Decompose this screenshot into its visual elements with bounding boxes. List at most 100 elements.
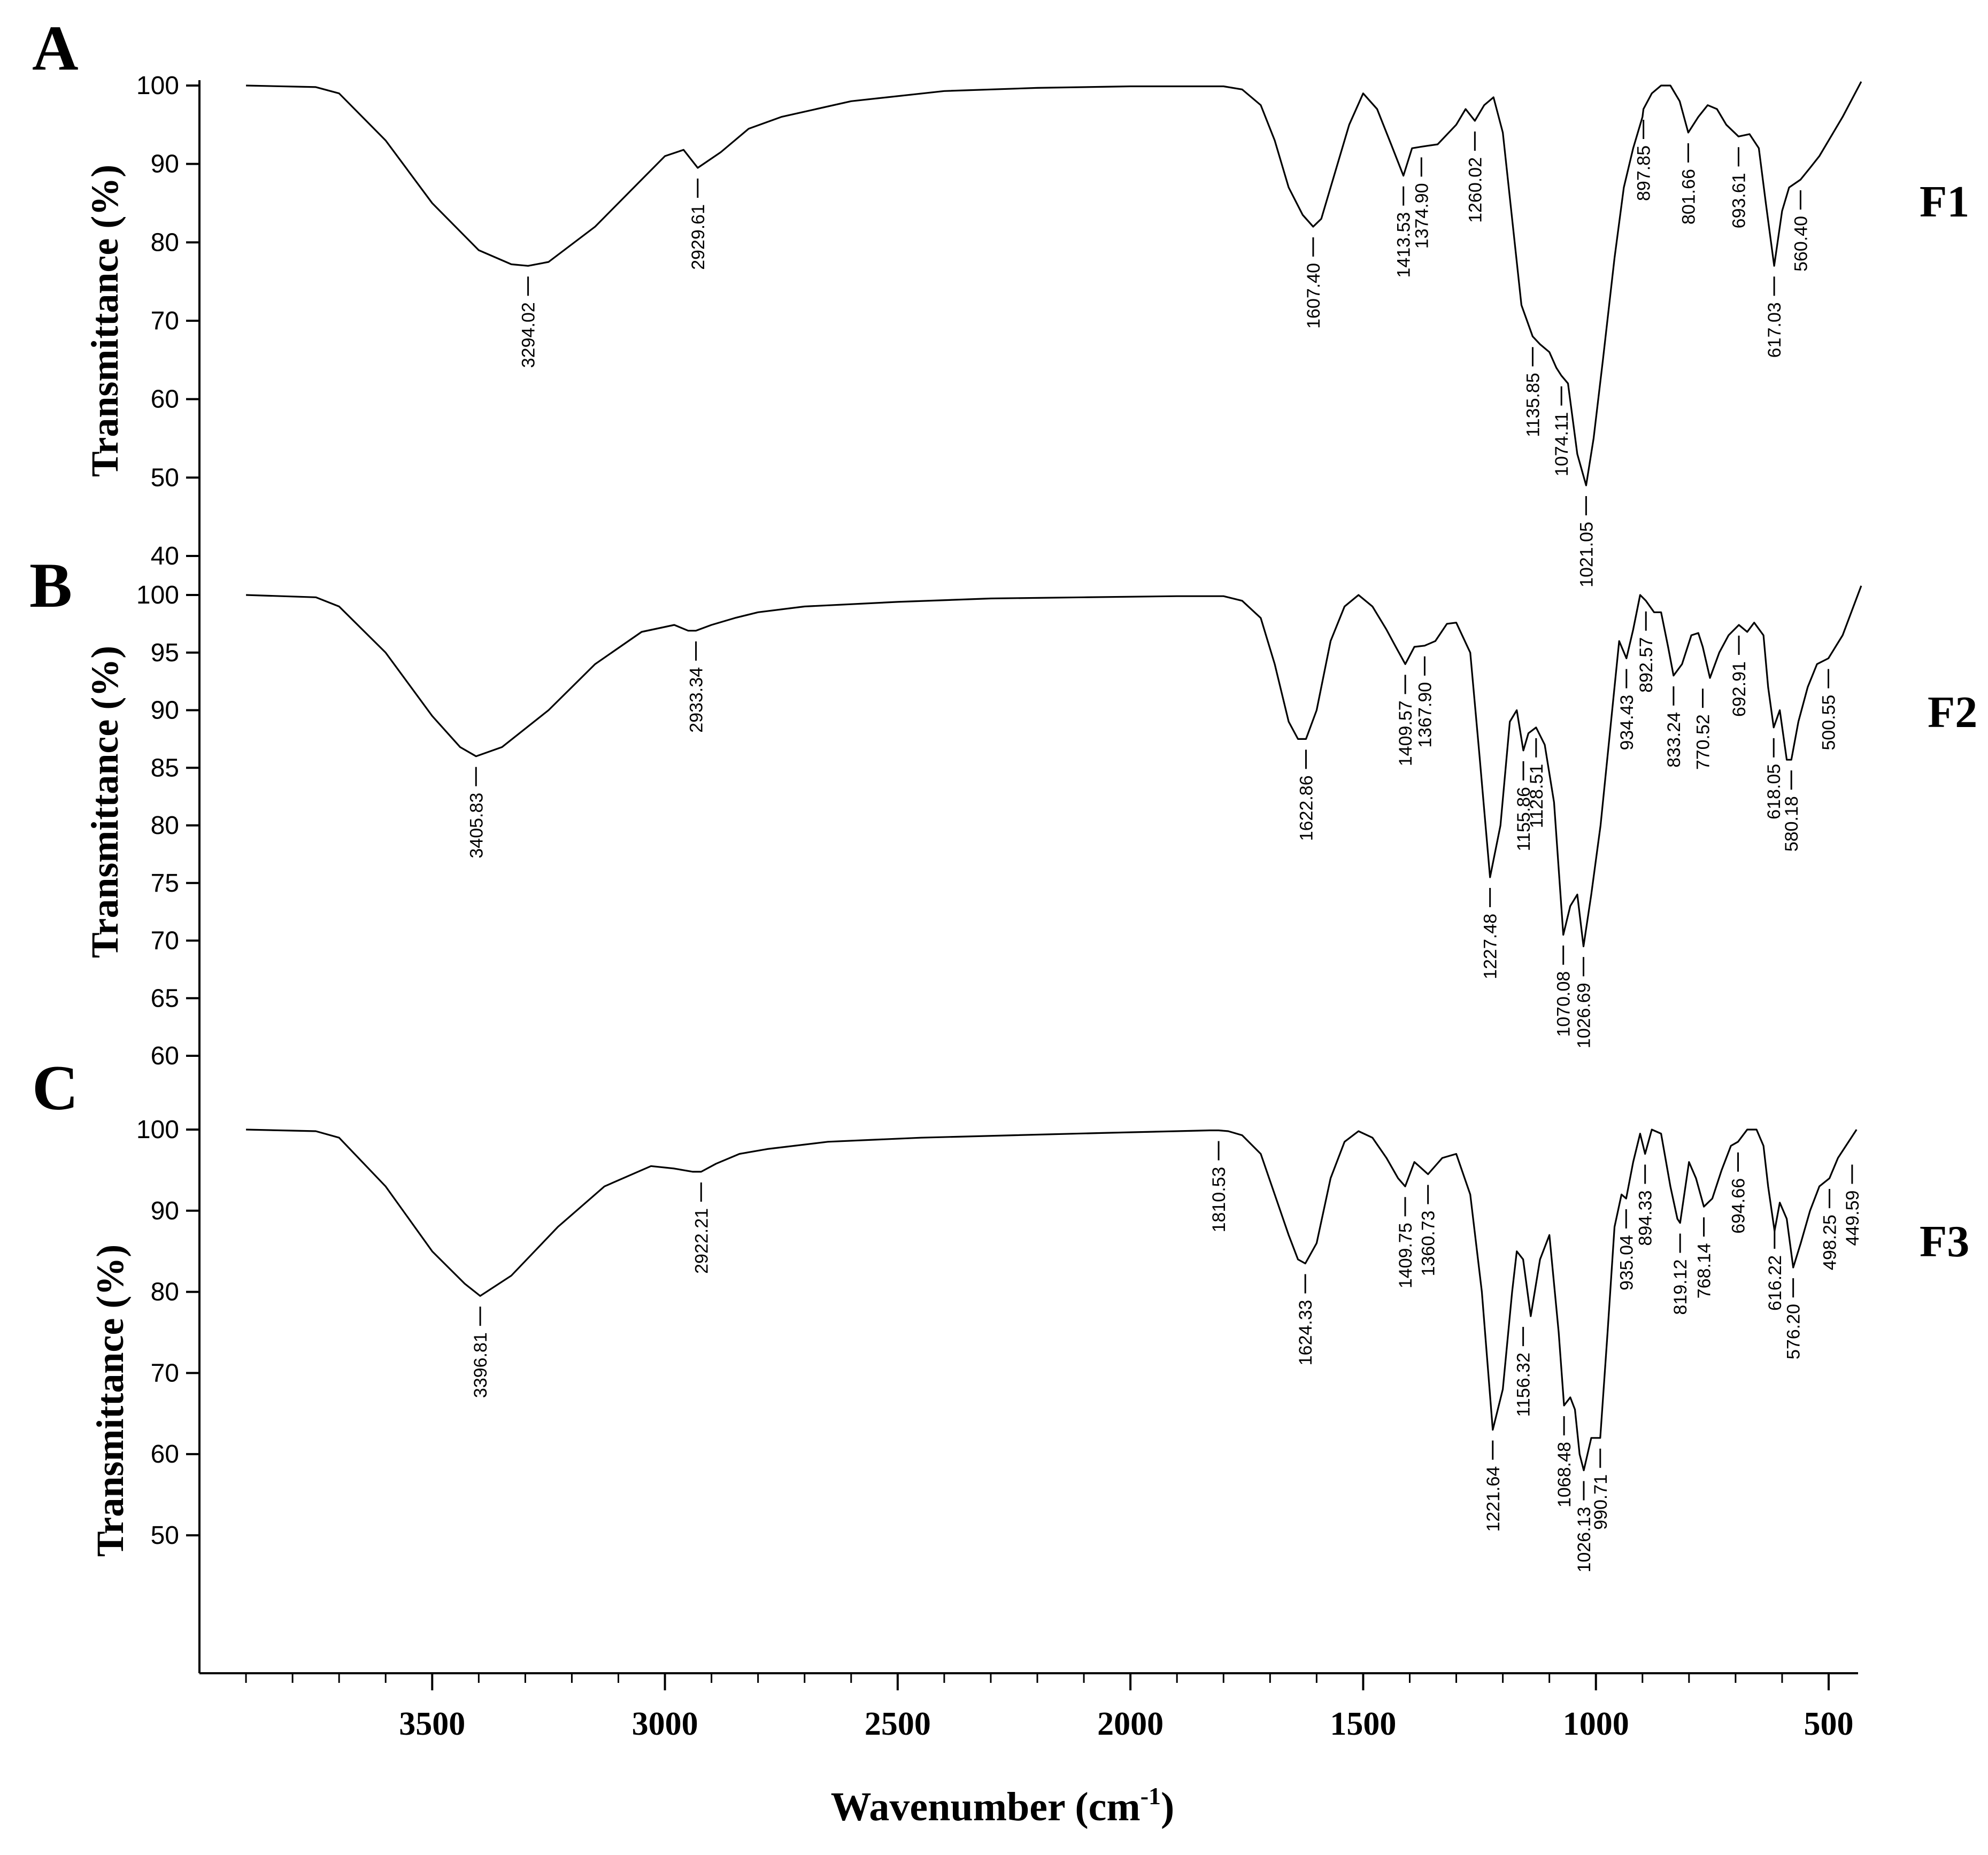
peak-label: 694.66 (1729, 1178, 1749, 1234)
peak-label: 833.24 (1664, 712, 1684, 768)
peak-label: 1360.73 (1419, 1210, 1439, 1276)
x-tick-label: 3500 (399, 1706, 465, 1742)
y-tick-label: 80 (151, 811, 179, 840)
y-tick-label: 80 (151, 1278, 179, 1307)
peak-label: 1070.08 (1554, 971, 1574, 1037)
y-tick-label: 60 (151, 385, 179, 414)
x-tick-label: 2500 (865, 1706, 931, 1742)
spectrum-line-F3 (246, 1129, 1858, 1472)
peak-label: 1227.48 (1481, 914, 1501, 979)
y-tick-label: 40 (151, 542, 179, 570)
peak-label: 1026.13 (1574, 1507, 1594, 1573)
y-tick-label: 70 (151, 1359, 179, 1387)
y-tick-label: 50 (151, 463, 179, 492)
peak-label: 897.85 (1634, 145, 1654, 201)
peak-label: 617.03 (1764, 302, 1785, 358)
peak-label: 1074.11 (1552, 412, 1572, 476)
y-tick-label: 90 (151, 697, 179, 725)
peak-label: 693.61 (1729, 173, 1749, 228)
peak-label: 580.18 (1782, 796, 1802, 852)
peak-label: 1021.05 (1576, 522, 1597, 588)
y-tick-label: 60 (151, 1440, 179, 1468)
peak-label: 1260.02 (1465, 157, 1485, 223)
panel-letter: A (32, 12, 79, 83)
peak-label: 894.33 (1636, 1191, 1656, 1246)
x-tick-label: 1000 (1563, 1706, 1629, 1742)
sample-name: F3 (1920, 1217, 1969, 1266)
y-tick-label: 100 (136, 1116, 179, 1144)
panel-F1: 100 90 80 70 60 50 40 3294.02 2929.61 1607.40 1413… (32, 12, 1969, 588)
x-ticks: 3500 3000 2500 2000 1500 1000 500 (245, 1673, 1854, 1742)
y-tick-label: 85 (151, 754, 179, 782)
peak-label: 449.59 (1843, 1191, 1863, 1246)
peak-label: 618.05 (1764, 764, 1784, 820)
x-axis-label: Wavenumber (cm-1) (831, 1782, 1175, 1829)
peak-label: 3294.02 (519, 302, 539, 368)
peak-label: 892.57 (1636, 637, 1656, 693)
peak-label: 1367.90 (1415, 682, 1435, 748)
x-tick-label: 2000 (1097, 1706, 1163, 1742)
y-tick-label: 100 (136, 72, 179, 100)
peak-label: 498.25 (1820, 1215, 1840, 1270)
y-tick-label: 75 (151, 869, 179, 898)
peak-label: 1810.53 (1209, 1167, 1229, 1233)
y-tick-label: 95 (151, 639, 179, 667)
y-tick-label: 100 (136, 581, 179, 609)
y-axis-label: Transmittance (%) (89, 1245, 132, 1557)
peak-label: 2933.34 (687, 667, 707, 733)
peak-label: 1128.51 (1527, 764, 1547, 828)
y-axis-label: Transmittance (%) (83, 165, 126, 477)
peak-label: 1607.40 (1304, 263, 1324, 329)
spectrum-line-F1 (246, 81, 1862, 486)
peak-label: 1135.85 (1523, 373, 1543, 437)
spectrum-line-F2 (246, 585, 1862, 947)
peak-label: 935.04 (1616, 1235, 1637, 1290)
peak-label: 990.71 (1591, 1474, 1611, 1530)
y-tick-label: 70 (151, 307, 179, 335)
panel-letter: C (32, 1052, 79, 1123)
peak-label: 934.43 (1617, 695, 1637, 751)
y-tick-label: 80 (151, 228, 179, 257)
peak-label: 1622.86 (1296, 775, 1316, 841)
y-tick-label: 90 (151, 1197, 179, 1225)
peak-label: 1374.90 (1412, 183, 1432, 249)
peak-label: 560.40 (1791, 216, 1811, 272)
y-tick-label: 65 (151, 984, 179, 1012)
peak-label: 1624.33 (1296, 1300, 1316, 1365)
peak-label: 819.12 (1670, 1259, 1691, 1315)
peak-label: 1409.75 (1396, 1223, 1416, 1288)
peak-label: 1409.57 (1396, 700, 1416, 766)
panel-F3: 100 90 80 70 60 50 3396.81 2922.21 1810.53 1624.3… (32, 1052, 1969, 1572)
peak-label: 1068.48 (1554, 1442, 1575, 1508)
panels: 100 90 80 70 60 50 40 3294.02 2929.61 1607.40 1413… (29, 12, 1977, 1572)
peak-label: 1026.69 (1574, 983, 1594, 1048)
peak-label: 576.20 (1784, 1304, 1804, 1359)
peak-label: 616.22 (1765, 1255, 1785, 1311)
peak-label: 770.52 (1693, 714, 1713, 770)
y-tick-label: 60 (151, 1042, 179, 1070)
peak-label: 3405.83 (466, 793, 487, 859)
peak-label: 1156.32 (1514, 1352, 1534, 1417)
peak-label: 1155.86 (1514, 787, 1534, 851)
sample-name: F2 (1928, 687, 1977, 737)
peak-label: 500.55 (1819, 695, 1839, 751)
peak-label: 768.14 (1694, 1243, 1715, 1299)
y-axis-label: Transmittance (%) (83, 646, 126, 959)
y-tick-label: 70 (151, 927, 179, 955)
peak-label: 1221.64 (1483, 1466, 1504, 1532)
y-tick-label: 90 (151, 150, 179, 179)
peak-label: 3396.81 (471, 1332, 491, 1398)
peak-label: 2922.21 (691, 1208, 712, 1274)
peak-label: 692.91 (1729, 661, 1750, 717)
x-tick-label: 3000 (632, 1706, 698, 1742)
sample-name: F1 (1920, 177, 1969, 227)
peak-label: 801.66 (1678, 169, 1699, 225)
x-tick-label: 500 (1804, 1706, 1854, 1742)
panel-letter: B (29, 550, 72, 621)
x-tick-label: 1500 (1330, 1706, 1396, 1742)
panel-F2: 100 95 90 85 80 75 70 65 60 3405.83 2933.34 1622.86… (29, 550, 1977, 1070)
y-tick-label: 50 (151, 1521, 179, 1550)
peak-label: 1413.53 (1394, 212, 1414, 278)
peak-label: 2929.61 (688, 204, 708, 270)
